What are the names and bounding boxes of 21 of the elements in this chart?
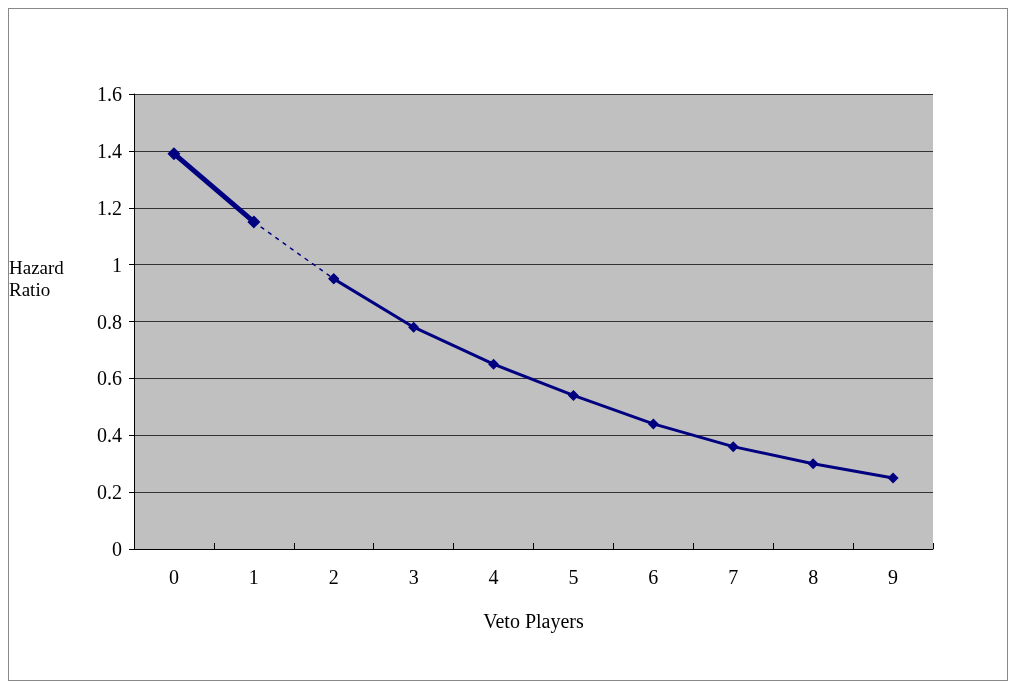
y-tick-label: 1.4 [97, 139, 122, 162]
x-tick-label: 1 [248, 566, 259, 588]
x-axis-title: Veto Players [483, 610, 584, 633]
y-tick-label: 1.6 [97, 83, 122, 105]
x-tick-label: 2 [328, 566, 339, 588]
x-tick-label: 7 [728, 566, 739, 588]
x-tick-label: 5 [568, 566, 579, 588]
y-tick-label: 0.4 [97, 424, 122, 447]
x-tick-label: 3 [408, 566, 419, 588]
y-tick-label: 1.2 [97, 196, 122, 219]
x-tick-label: 8 [808, 566, 819, 588]
y-tick-label: 0.6 [97, 367, 122, 390]
x-tick-label: 9 [888, 566, 899, 588]
y-tick-label: 0 [112, 538, 122, 560]
x-tick-label: 4 [488, 566, 499, 588]
y-tick-label: 1 [112, 253, 122, 276]
y-tick-label: 0.2 [97, 481, 122, 504]
y-tick-label: 0.8 [97, 310, 122, 333]
x-tick-label: 6 [648, 566, 659, 588]
y-axis-title: Hazard Ratio [9, 256, 65, 300]
x-tick-label: 0 [168, 566, 179, 588]
